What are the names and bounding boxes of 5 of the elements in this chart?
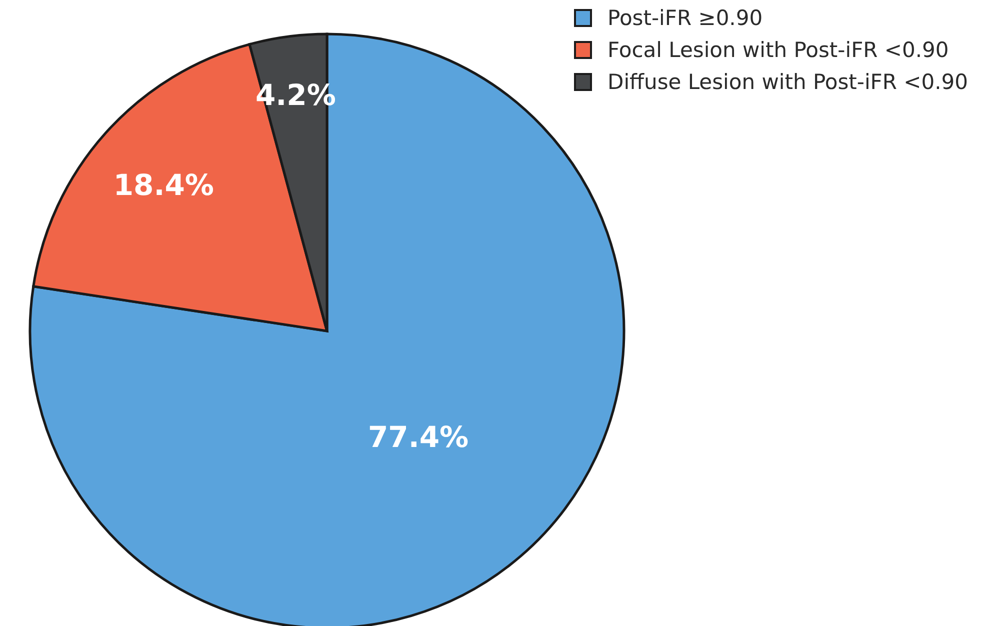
data-label: 18.4%	[113, 168, 214, 202]
legend-label: Diffuse Lesion with Post-iFR <0.90	[608, 70, 968, 94]
legend-label: Focal Lesion with Post-iFR <0.90	[608, 38, 949, 62]
data-label: 77.4%	[368, 420, 469, 454]
legend-label: Post-iFR ≥0.90	[608, 6, 763, 30]
